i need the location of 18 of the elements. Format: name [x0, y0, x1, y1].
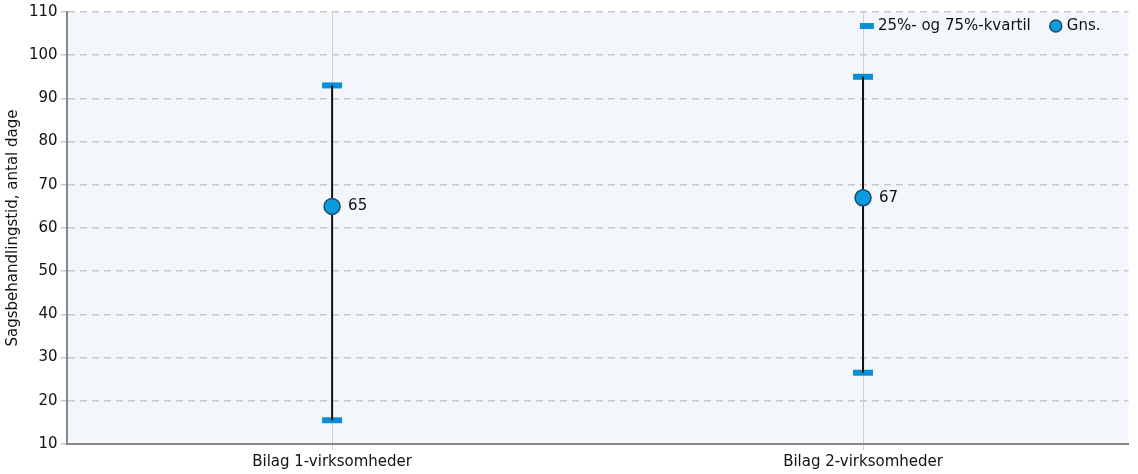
- y-tick-label: 100: [28, 45, 58, 64]
- legend-label: 25%- og 75%-kvartil: [877, 15, 1031, 34]
- y-tick-label: 20: [38, 390, 58, 409]
- y-tick-label: 70: [38, 174, 58, 193]
- y-tick-label: 60: [38, 217, 58, 236]
- y-tick-label: 10: [38, 433, 58, 452]
- y-tick-label: 40: [38, 304, 58, 323]
- x-tick-label: Bilag 1-virksomheder: [252, 451, 413, 470]
- y-axis-title: Sagsbehandlingstid, antal dage: [2, 109, 21, 347]
- data-label: 67: [879, 187, 899, 206]
- data-label: 65: [348, 196, 368, 215]
- y-tick-label: 30: [38, 347, 58, 366]
- y-tick-label: 80: [38, 131, 58, 150]
- y-tick-label: 110: [28, 1, 58, 20]
- legend-label: Gns.: [1066, 15, 1101, 34]
- x-tick-label: Bilag 2-virksomheder: [783, 451, 944, 470]
- y-tick-label: 90: [38, 88, 58, 107]
- y-tick-label: 50: [38, 261, 58, 280]
